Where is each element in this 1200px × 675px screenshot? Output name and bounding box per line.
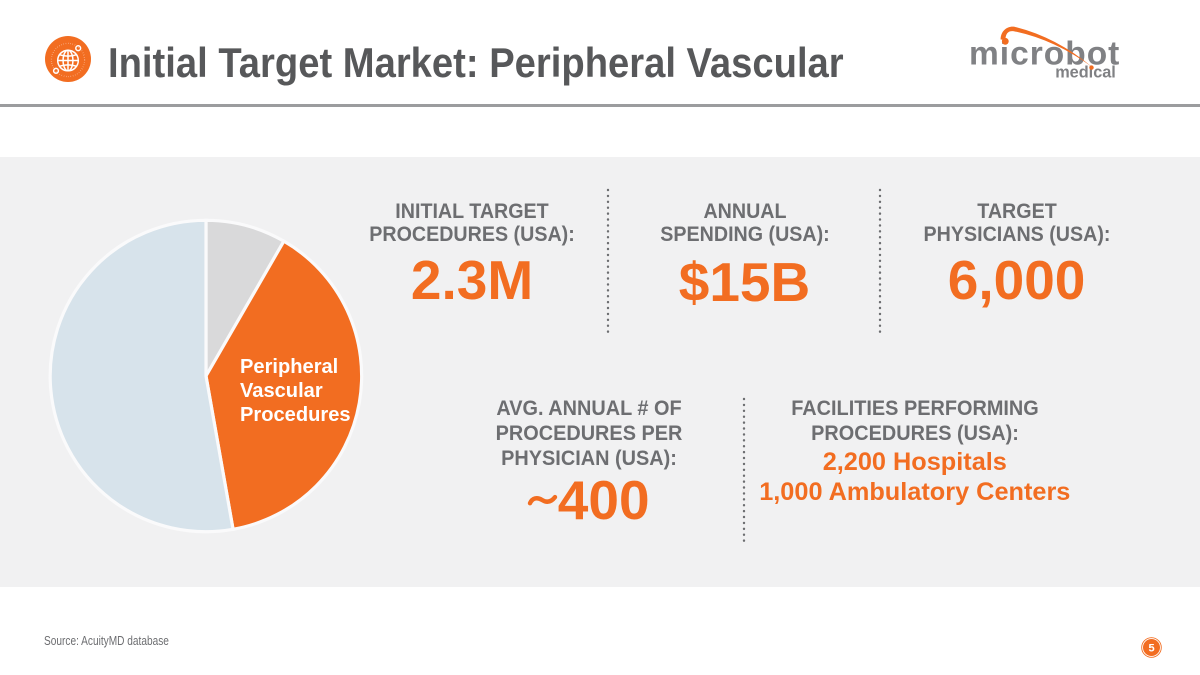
svg-text:5: 5 [1148,642,1154,654]
svg-text:microbot: microbot [969,36,1120,73]
svg-text:medical: medical [1055,64,1116,82]
